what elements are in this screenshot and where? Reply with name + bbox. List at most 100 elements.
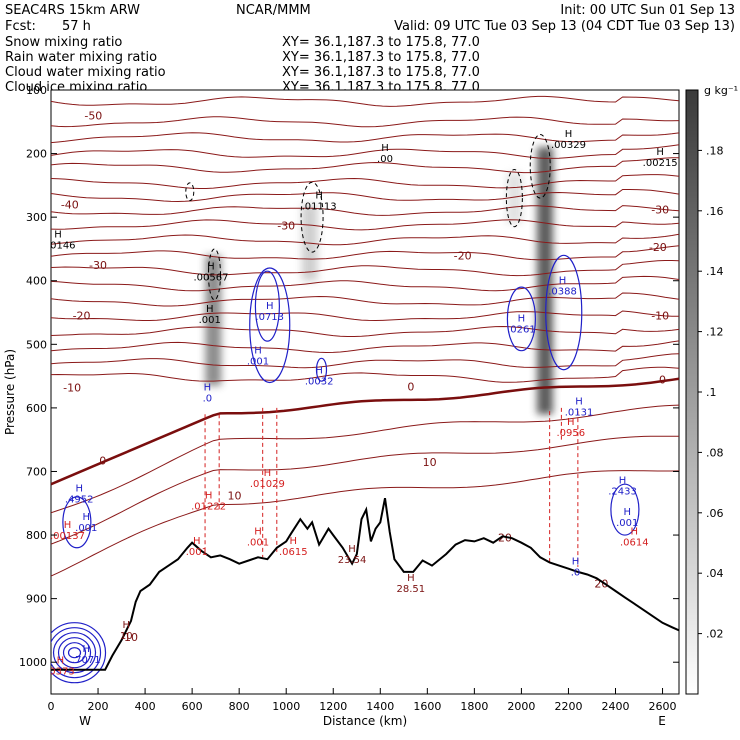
isotherm-line <box>51 205 679 216</box>
isotherm-line <box>51 310 679 322</box>
maximum-value: .0 <box>203 393 213 404</box>
x-tick-label: 400 <box>135 700 156 713</box>
colorbar-tick-label: .18 <box>706 144 724 157</box>
y-axis-label: Pressure (hPa) <box>3 349 17 435</box>
maximum-marker: H <box>572 556 580 567</box>
y-tick-label: 700 <box>26 465 47 478</box>
east-label: E <box>658 714 666 728</box>
maximum-value: 23.54 <box>338 555 367 566</box>
cloud-ice-contour <box>300 181 324 253</box>
maximum-value: 10 <box>120 631 133 642</box>
plot-frame <box>50 89 680 695</box>
cloud-water-contour <box>51 627 102 679</box>
mixing-ratio-contours <box>51 134 640 684</box>
isotherm-line <box>51 325 679 337</box>
isotherm-label: 10 <box>227 490 241 503</box>
colorbar-unit: g kg⁻¹ <box>704 84 738 97</box>
maximum-marker: H <box>575 396 583 407</box>
isotherm-line <box>51 157 679 174</box>
field-xy: XY= 36.1,187.3 to 175.8, 77.0 <box>282 35 480 50</box>
maximum-marker: H <box>254 345 262 356</box>
cloud-ice-contour <box>185 182 195 202</box>
cloud-water-contour <box>315 357 328 382</box>
colorbar-tick-label: .04 <box>706 567 724 580</box>
maximum-value: 28.51 <box>397 584 426 595</box>
y-tick-label: 800 <box>26 529 47 542</box>
maximum-value: .0131 <box>565 407 594 418</box>
y-tick-label: 300 <box>26 211 47 224</box>
isotherm-line <box>51 144 679 159</box>
cloud-water-contour <box>62 642 87 664</box>
chart-header: SEAC4RS 15km ARW NCAR/MMM Init: 00 UTC S… <box>5 3 735 95</box>
y-tick-label: 200 <box>26 148 47 161</box>
x-tick-label: 1200 <box>319 700 347 713</box>
isotherm-line <box>51 340 679 354</box>
maximum-value: .01113 <box>302 201 337 212</box>
y-top-label: 100 <box>26 84 47 97</box>
colorbar-tick-label: .06 <box>706 507 724 520</box>
maximum-value: .7071 <box>72 655 101 666</box>
maximum-value: .00329 <box>551 140 586 151</box>
y-tick-label: 400 <box>26 275 47 288</box>
x-tick-label: 1400 <box>366 700 394 713</box>
x-tick-label: 2000 <box>507 700 535 713</box>
maximum-marker: H <box>205 490 213 501</box>
x-axis-label: Distance (km) <box>323 714 407 728</box>
isotherm-line <box>51 366 679 383</box>
maximum-marker: H <box>206 304 214 315</box>
colorbar-tick-label: .14 <box>706 265 724 278</box>
isotherm-label: -20 <box>649 241 667 254</box>
y-tick-label: 900 <box>26 593 47 606</box>
cloud-water-contour <box>57 637 92 669</box>
field-name: Cloud water mixing ratio <box>5 65 166 80</box>
maximum-value: .01029 <box>250 479 285 490</box>
maximum-value: .001 <box>616 518 638 529</box>
isotherm-line <box>51 353 679 369</box>
maximum-marker: H <box>407 573 415 584</box>
snow-plume <box>506 172 523 224</box>
cloud-water-contour <box>610 483 640 536</box>
isotherm-line <box>51 233 679 246</box>
isotherm-label: -40 <box>61 198 79 211</box>
x-tick-label: 800 <box>229 700 250 713</box>
x-tick-label: 1800 <box>460 700 488 713</box>
center-title: NCAR/MMM <box>236 3 311 18</box>
maximum-value: .2433 <box>608 487 637 498</box>
isotherm-label: 10 <box>124 631 138 644</box>
maximum-marker: H <box>123 620 131 631</box>
x-tick-label: 2200 <box>554 700 582 713</box>
isotherm-line <box>51 245 679 261</box>
cloud-water-contour <box>62 496 92 549</box>
maximum-value: .0032 <box>305 377 334 388</box>
isotherm-label: 20 <box>498 532 512 545</box>
field-xy: XY= 36.1,187.3 to 175.8, 77.0 <box>282 50 480 65</box>
isotherm-label: 0 <box>659 373 666 386</box>
colorbar: .18 .16 .14 .12 .1 .08 .06 .04 .02 g kg⁻¹ <box>685 84 738 695</box>
maximum-marker: H <box>57 656 65 667</box>
maximum-value: .001 <box>186 547 208 558</box>
maximum-value: .0956 <box>556 428 585 439</box>
isotherm-label: -20 <box>73 310 91 323</box>
maximum-value: .001 <box>247 538 269 549</box>
fcst-value: 57 h <box>62 19 91 34</box>
cloud-ice-contour <box>207 248 221 301</box>
isotherm-label: -20 <box>454 249 472 262</box>
cloud-water-contour <box>254 270 280 342</box>
y-tick-label: 1000 <box>19 656 47 669</box>
maximum-marker: H <box>315 366 323 377</box>
maximum-marker: H <box>559 275 567 286</box>
maximum-marker: H <box>83 512 91 523</box>
maximum-value: .0614 <box>620 538 649 549</box>
x-tick-label: 0 <box>48 700 55 713</box>
freezing-line <box>51 377 679 486</box>
maximum-marker: H <box>623 507 631 518</box>
field-name: Snow mixing ratio <box>5 35 122 50</box>
x-tick-label: 600 <box>182 700 203 713</box>
maximum-marker: H <box>264 468 272 479</box>
maximum-marker: H <box>64 520 72 531</box>
isotherm-label: 0 <box>407 380 414 393</box>
maximum-value: .00146 <box>41 241 76 252</box>
maximum-marker: H <box>54 230 62 241</box>
